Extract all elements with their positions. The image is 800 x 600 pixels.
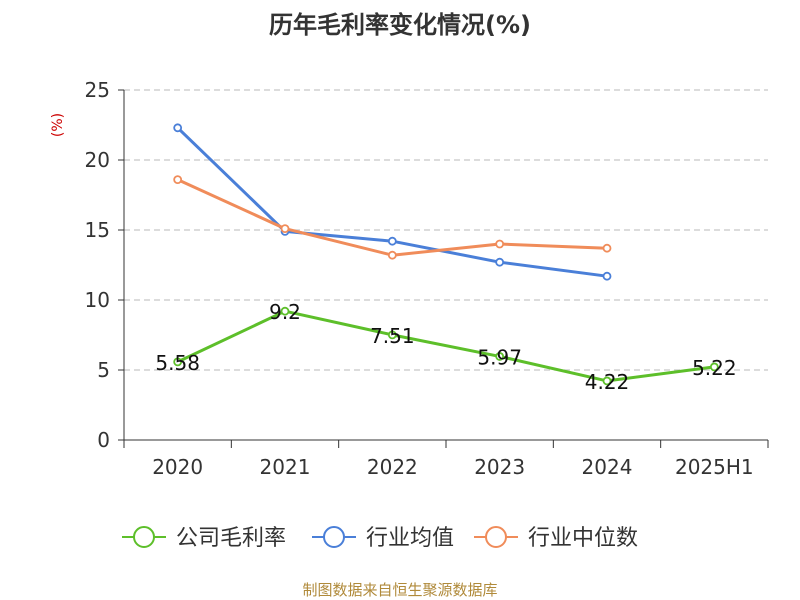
data-point[interactable]	[602, 243, 612, 253]
legend-label: 公司毛利率	[176, 526, 286, 551]
legend-item[interactable]: 行业均值	[312, 526, 454, 551]
legend[interactable]: 公司毛利率 行业均值 行业中位数	[122, 526, 638, 551]
legend-label: 行业均值	[366, 526, 454, 551]
data-point[interactable]	[387, 330, 397, 340]
data-point[interactable]	[709, 362, 719, 372]
data-label: 5.22	[692, 356, 737, 380]
data-point[interactable]	[602, 271, 612, 281]
x-tick-label: 2023	[474, 455, 525, 479]
series-1: 5.58 9.2 7.51 5.97 4.22 5.22	[155, 300, 736, 394]
axes: 0 5 10 15 20 25 2020 2021 2022 2023 2024 2025H1	[85, 78, 769, 479]
data-point[interactable]	[280, 224, 290, 234]
x-tick-label: 2020	[152, 455, 203, 479]
legend-item[interactable]: 行业中位数	[474, 526, 638, 551]
data-label: 4.22	[585, 370, 630, 394]
legend-marker	[485, 526, 507, 548]
y-tick-label: 5	[97, 358, 110, 382]
y-tick-label: 25	[85, 78, 110, 102]
data-label: 9.2	[269, 300, 301, 324]
series-3	[173, 175, 612, 260]
data-point[interactable]	[173, 123, 183, 133]
legend-marker	[323, 526, 345, 548]
data-point[interactable]	[173, 357, 183, 367]
y-tick-label: 0	[97, 428, 110, 452]
data-point[interactable]	[495, 352, 505, 361]
data-point[interactable]	[495, 239, 505, 249]
data-point[interactable]	[280, 306, 290, 316]
source-note: 制图数据来自恒生聚源数据库	[302, 581, 497, 599]
data-point[interactable]	[602, 376, 612, 386]
legend-item[interactable]: 公司毛利率	[122, 526, 286, 551]
y-tick-label: 20	[85, 148, 110, 172]
data-point[interactable]	[387, 250, 397, 260]
y-tick-label: 15	[85, 218, 110, 242]
y-tick-label: 10	[85, 288, 110, 312]
data-point[interactable]	[495, 257, 505, 267]
data-label: 7.51	[370, 324, 415, 348]
x-tick-label: 2024	[582, 455, 633, 479]
series-line	[177, 309, 715, 383]
series-2	[173, 123, 612, 281]
data-label: 5.97	[477, 345, 522, 369]
data-label: 5.58	[155, 351, 200, 375]
legend-marker	[133, 526, 155, 548]
legend-label: 行业中位数	[528, 526, 638, 551]
y-axis-label: (%)	[50, 113, 66, 137]
series-group: 5.58 9.2 7.51 5.97 4.22 5.22	[155, 123, 737, 394]
data-point[interactable]	[387, 236, 397, 246]
chart-title: 历年毛利率变化情况(%)	[269, 11, 531, 39]
gridlines	[124, 89, 768, 371]
x-tick-label: 2022	[367, 455, 418, 479]
x-tick-label: 2021	[260, 455, 311, 479]
data-point[interactable]	[173, 175, 183, 185]
x-tick-label: 2025H1	[675, 455, 754, 479]
